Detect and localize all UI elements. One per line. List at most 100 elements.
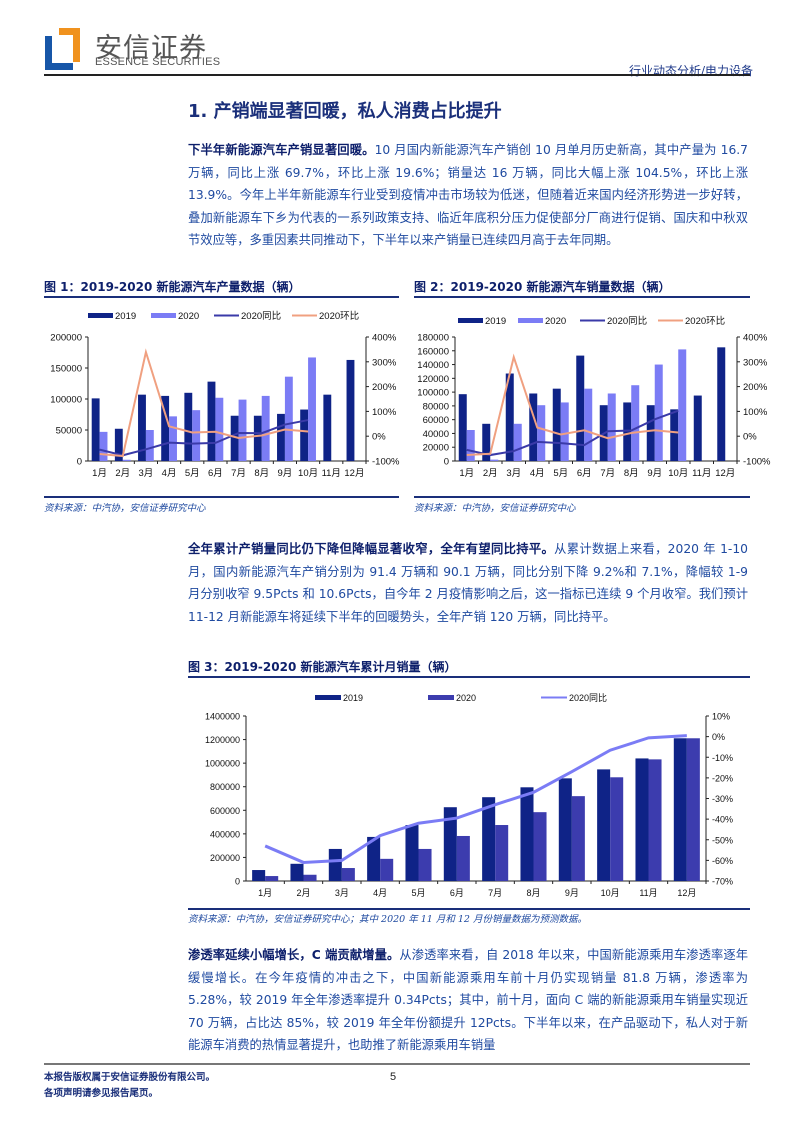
- svg-text:200000: 200000: [210, 853, 240, 863]
- svg-text:7月: 7月: [231, 468, 246, 479]
- figure-1-bottom-rule: [44, 496, 399, 498]
- svg-text:2019: 2019: [343, 693, 363, 703]
- svg-text:0: 0: [235, 877, 240, 887]
- svg-text:2020: 2020: [545, 316, 566, 327]
- svg-text:2020: 2020: [456, 693, 476, 703]
- svg-text:400%: 400%: [372, 333, 397, 344]
- svg-text:1月: 1月: [92, 468, 107, 479]
- svg-text:5月: 5月: [553, 468, 568, 479]
- figure-3-chart: 0 200000 400000 600000 800000 1000000 1200000 1…: [180, 680, 780, 905]
- figure-1-source: 资料来源：中汽协，安信证券研究中心: [44, 503, 206, 514]
- paragraph-3-lead: 渗透率延续小幅增长，C 端贡献增量。: [188, 948, 400, 962]
- footer-disclaimer: 本报告版权属于安信证券股份有限公司。 各项声明请参见报告尾页。: [44, 1070, 215, 1102]
- figure-2-title: 图 2：2019-2020 新能源汽车销量数据（辆）: [414, 280, 671, 294]
- svg-text:10月: 10月: [601, 888, 620, 898]
- svg-text:800000: 800000: [210, 782, 240, 792]
- svg-text:160000: 160000: [417, 346, 449, 357]
- svg-text:-20%: -20%: [712, 773, 733, 783]
- svg-text:9月: 9月: [278, 468, 293, 479]
- svg-text:50000: 50000: [56, 426, 82, 437]
- svg-text:12月: 12月: [344, 468, 364, 479]
- paragraph-3-body: 从渗透率来看，自 2018 年以来，中国新能源乘用车渗透率逐年缓慢增长。在今年疫…: [188, 948, 748, 1052]
- svg-text:5月: 5月: [411, 888, 425, 898]
- svg-text:180000: 180000: [417, 333, 449, 344]
- figure-1-rule: [44, 296, 399, 298]
- svg-text:100000: 100000: [417, 388, 449, 399]
- svg-text:1月: 1月: [258, 888, 272, 898]
- svg-text:2020同比: 2020同比: [241, 310, 281, 322]
- footer-divider: [44, 1063, 750, 1065]
- svg-text:0%: 0%: [712, 732, 725, 742]
- svg-text:600000: 600000: [210, 806, 240, 816]
- svg-text:10月: 10月: [298, 468, 318, 479]
- paragraph-2: 全年累计产销量同比仍下降但降幅显著收窄，全年有望同比持平。从累计数据上来看，20…: [188, 538, 748, 628]
- svg-text:1400000: 1400000: [205, 712, 240, 722]
- svg-text:10%: 10%: [712, 712, 730, 722]
- svg-text:1月: 1月: [459, 468, 474, 479]
- svg-text:60000: 60000: [423, 415, 449, 426]
- svg-text:5月: 5月: [185, 468, 200, 479]
- paragraph-1-lead: 下半年新能源汽车产销显著回暖。: [188, 143, 375, 157]
- svg-text:2020同比: 2020同比: [607, 315, 647, 327]
- svg-text:2020环比: 2020环比: [319, 310, 359, 322]
- company-name-cn: 安信证券: [95, 33, 207, 64]
- svg-text:200000: 200000: [50, 333, 82, 344]
- svg-text:150000: 150000: [50, 364, 82, 375]
- svg-text:9月: 9月: [647, 468, 662, 479]
- svg-text:-70%: -70%: [712, 877, 733, 887]
- svg-text:2月: 2月: [296, 888, 310, 898]
- svg-text:4月: 4月: [162, 468, 177, 479]
- svg-text:7月: 7月: [488, 888, 502, 898]
- svg-text:300%: 300%: [372, 357, 397, 368]
- svg-text:11月: 11月: [692, 468, 711, 479]
- report-category: 行业动态分析/电力设备: [628, 64, 753, 78]
- svg-text:7月: 7月: [600, 468, 615, 479]
- figure-3-bottom-rule: [188, 908, 750, 910]
- svg-text:140000: 140000: [417, 360, 449, 371]
- svg-text:200%: 200%: [743, 382, 768, 393]
- figure-1-chart: 0 50000 100000 150000 200000 -100% 0% 100% 200% 3…: [40, 300, 410, 490]
- header-divider: [44, 74, 750, 76]
- svg-text:-100%: -100%: [743, 457, 771, 468]
- svg-text:12月: 12月: [677, 888, 696, 898]
- svg-text:-40%: -40%: [712, 815, 733, 825]
- figure-2-source: 资料来源：中汽协，安信证券研究中心: [414, 503, 576, 514]
- svg-text:10月: 10月: [668, 468, 688, 479]
- svg-text:2020: 2020: [178, 311, 199, 322]
- svg-text:2020同比: 2020同比: [569, 692, 607, 703]
- svg-text:0: 0: [77, 457, 82, 468]
- paragraph-2-body: 从累计数据上来看，2020 年 1-10 月，国内新能源汽车产销分别为 91.4…: [188, 542, 748, 624]
- svg-text:100%: 100%: [372, 407, 397, 418]
- svg-text:40000: 40000: [423, 429, 449, 440]
- paragraph-1-body: 10 月国内新能源汽车产销创 10 月单月历史新高，其中产量为 16.7 万辆，…: [188, 143, 748, 247]
- figure-3-title: 图 3：2019-2020 新能源汽车累计月销量（辆）: [188, 660, 457, 674]
- section-title: 1. 产销端显著回暖，私人消费占比提升: [188, 101, 502, 122]
- company-name-en: ESSENCE SECURITIES: [95, 56, 221, 68]
- svg-text:300%: 300%: [743, 357, 768, 368]
- company-logo-icon: [45, 28, 80, 70]
- svg-text:100%: 100%: [743, 407, 768, 418]
- svg-text:200%: 200%: [372, 382, 397, 393]
- svg-text:0%: 0%: [743, 432, 757, 443]
- svg-text:3月: 3月: [335, 888, 349, 898]
- svg-text:400000: 400000: [210, 829, 240, 839]
- page-number: 5: [390, 1071, 397, 1083]
- svg-text:2月: 2月: [483, 468, 498, 479]
- svg-text:12月: 12月: [715, 468, 735, 479]
- svg-text:-30%: -30%: [712, 794, 733, 804]
- figure-1-title: 图 1：2019-2020 新能源汽车产量数据（辆）: [44, 280, 301, 294]
- svg-text:0%: 0%: [372, 432, 386, 443]
- footer-notice: 各项声明请参见报告尾页。: [44, 1088, 159, 1099]
- svg-text:-100%: -100%: [372, 457, 400, 468]
- svg-text:400%: 400%: [743, 333, 768, 344]
- svg-text:8月: 8月: [526, 888, 540, 898]
- svg-text:-60%: -60%: [712, 856, 733, 866]
- svg-text:0: 0: [444, 457, 449, 468]
- svg-text:11月: 11月: [322, 468, 341, 479]
- svg-text:11月: 11月: [639, 888, 657, 898]
- svg-text:6月: 6月: [450, 888, 464, 898]
- svg-text:3月: 3月: [139, 468, 154, 479]
- figure-2-chart: 0 20000 40000 60000 80000 100000 120000 140000 1…: [410, 300, 780, 490]
- svg-text:2020环比: 2020环比: [685, 315, 725, 327]
- svg-text:3月: 3月: [506, 468, 521, 479]
